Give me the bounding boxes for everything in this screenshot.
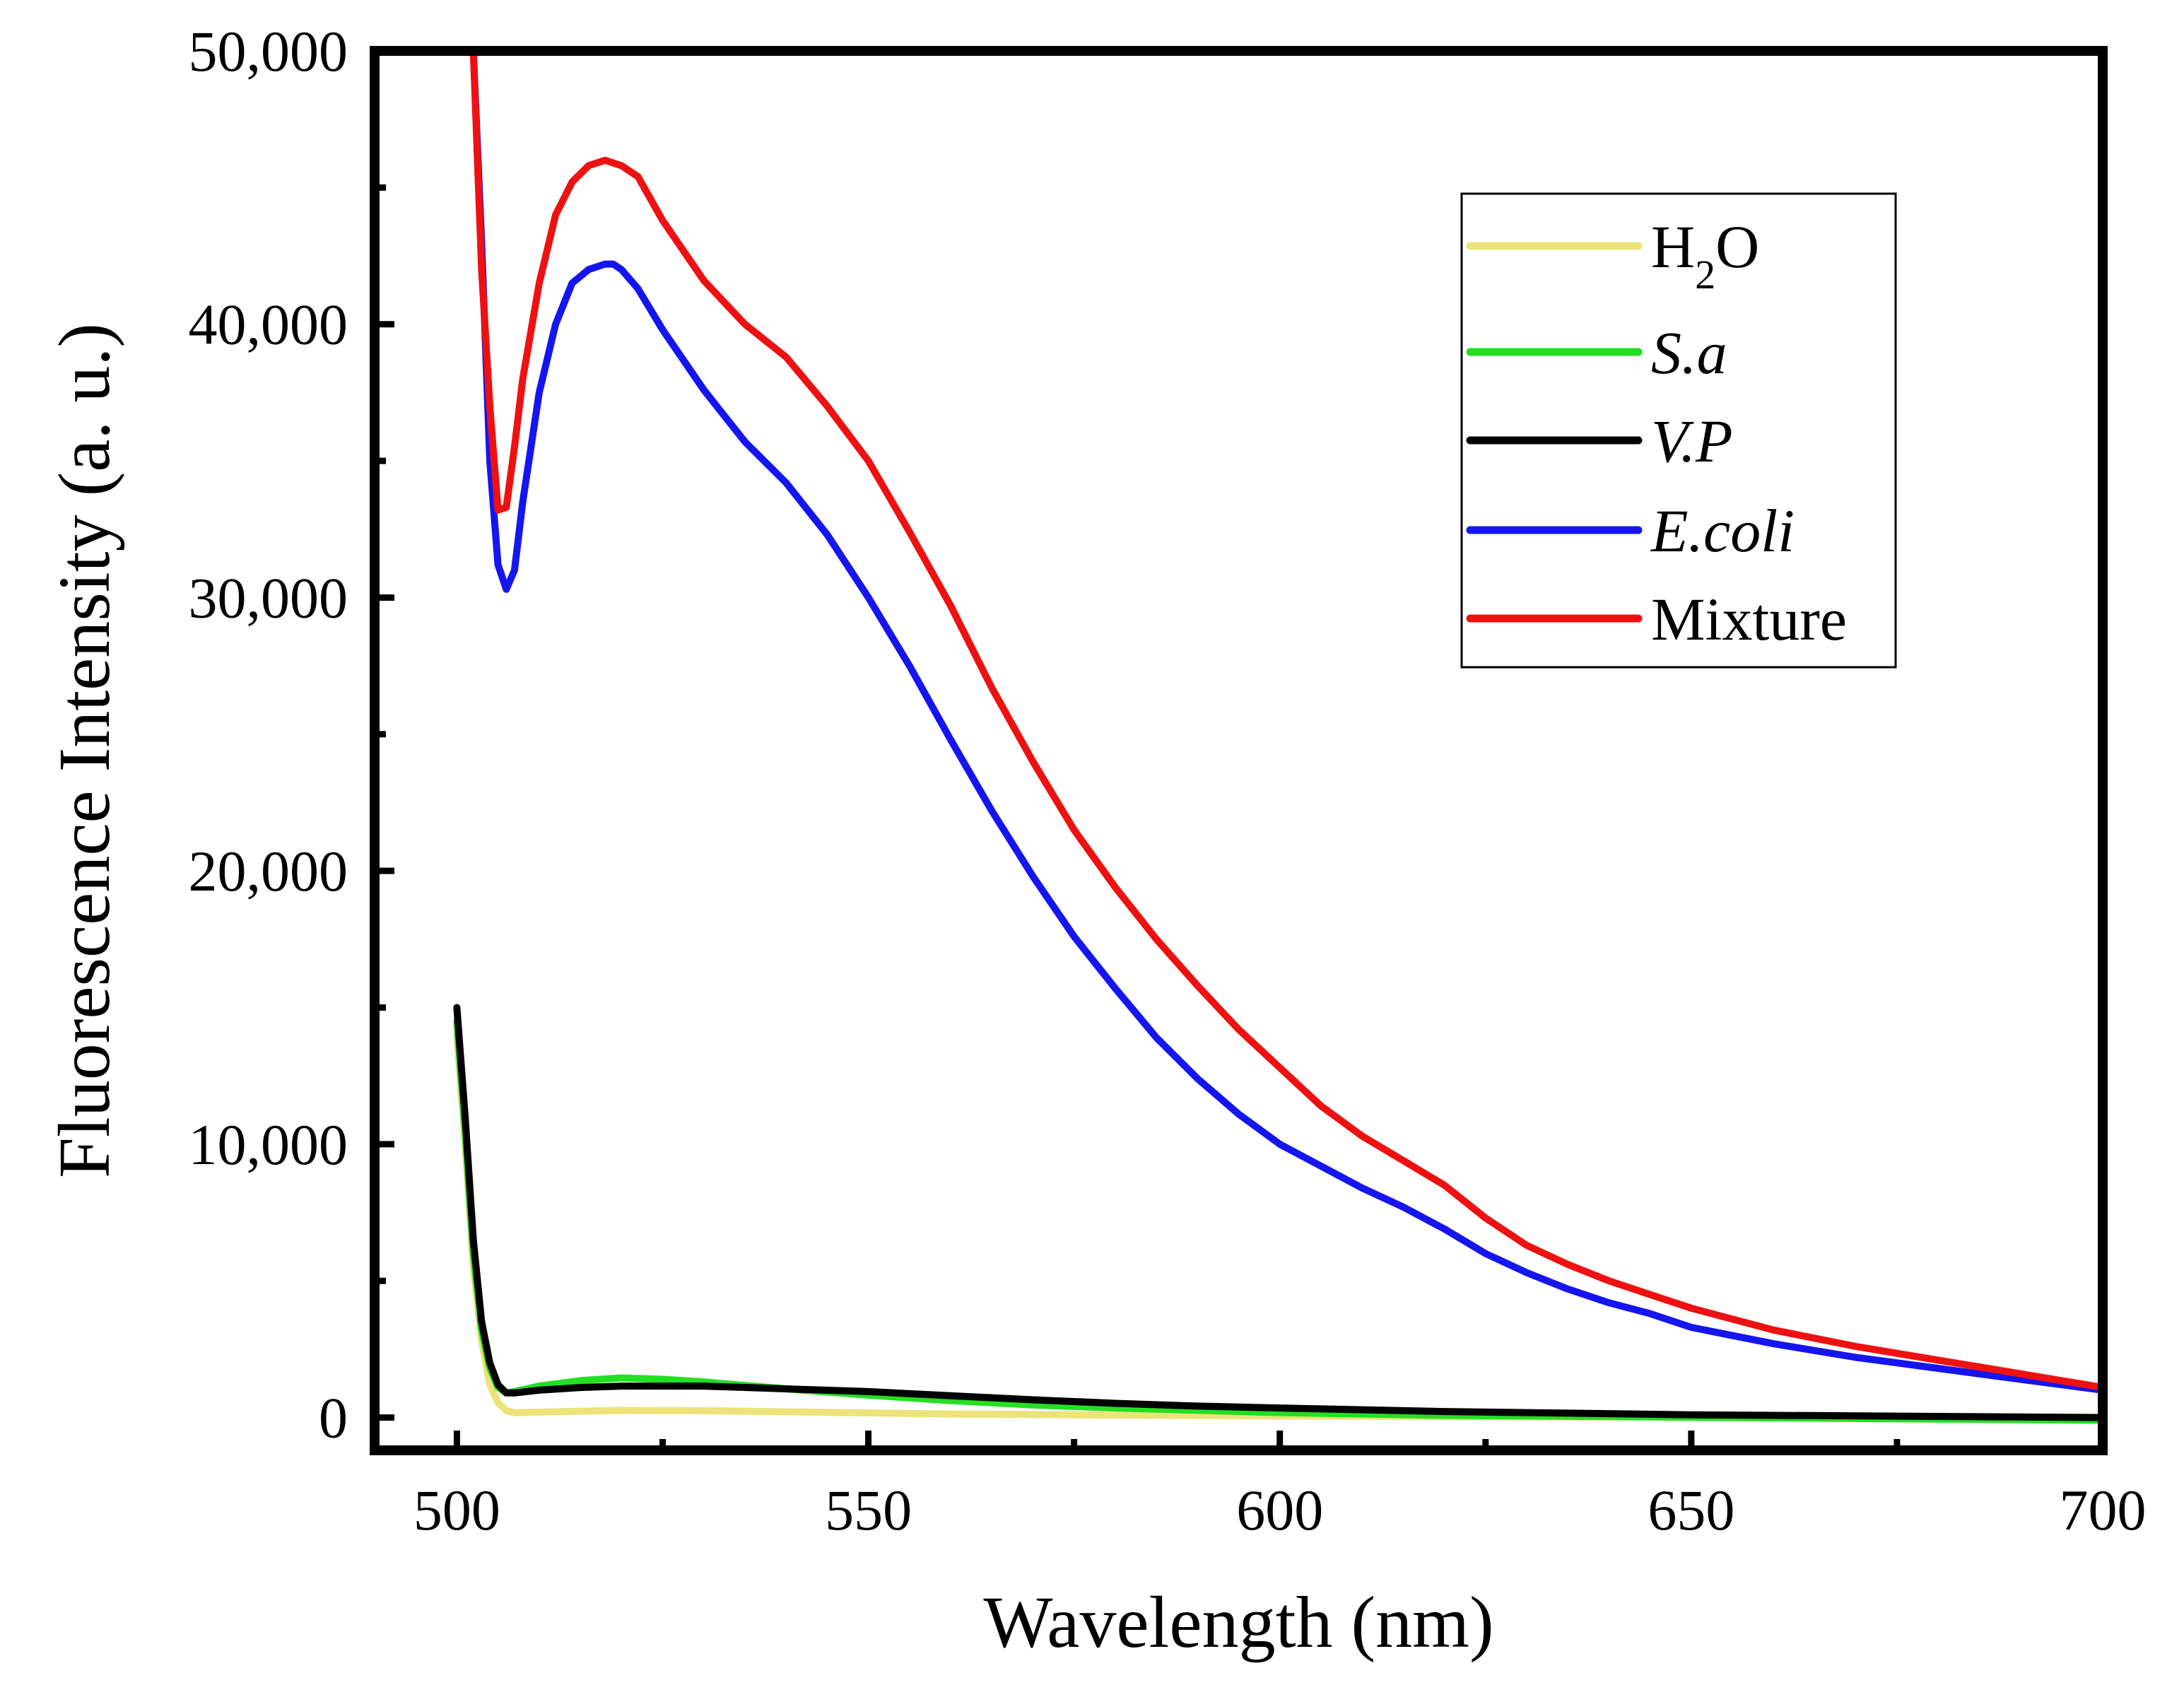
y-tick-label: 40,000 xyxy=(189,293,348,357)
y-tick-label: 30,000 xyxy=(189,565,348,630)
plot-frame xyxy=(370,46,2108,1455)
x-tick-label: 650 xyxy=(1648,1478,1734,1542)
legend-label-subscript: 2 xyxy=(1695,252,1715,298)
series-layer xyxy=(453,47,2106,1424)
x-tick-label: 550 xyxy=(825,1478,912,1542)
legend-box xyxy=(1460,192,1897,669)
series-line-v-p xyxy=(453,1004,2106,1421)
x-tick-label: 700 xyxy=(2060,1478,2147,1542)
x-tick-label: 600 xyxy=(1236,1478,1323,1542)
y-tick-label: 10,000 xyxy=(189,1112,348,1177)
legend: H2O S.a V.P E.coli Mixture xyxy=(1460,192,1897,669)
y-tick-label: 0 xyxy=(319,1386,348,1450)
x-tick-label: 500 xyxy=(413,1478,500,1542)
legend-label: S.a xyxy=(1651,319,1727,387)
legend-label: E.coli xyxy=(1650,497,1795,565)
x-axis-title: Wavelength (nm) xyxy=(983,1582,1493,1663)
legend-label: V.P xyxy=(1651,407,1732,475)
legend-label: H2O xyxy=(1651,213,1759,298)
legend-label-part: H xyxy=(1651,213,1695,281)
series-line-e-coli xyxy=(469,47,2106,1394)
y-tick-label: 20,000 xyxy=(189,839,348,903)
series-line-mixture xyxy=(469,47,2106,1392)
legend-label-part: O xyxy=(1715,213,1759,281)
y-tick-label: 50,000 xyxy=(189,19,348,83)
ticks-layer: 500 550 600 650 700 0 10,000 20,000 30,000 40,000… xyxy=(189,19,2147,1542)
y-axis-title: Fluorescence Intensity (a. u.) xyxy=(44,323,125,1178)
legend-label: Mixture xyxy=(1651,585,1847,653)
